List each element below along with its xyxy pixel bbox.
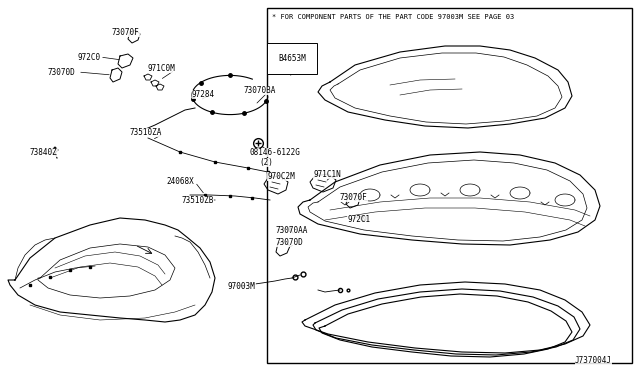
Text: 972C0: 972C0 xyxy=(78,53,101,62)
Text: 971C0M: 971C0M xyxy=(148,64,176,73)
Text: 73070F: 73070F xyxy=(112,28,140,37)
Text: B4653M: B4653M xyxy=(278,54,306,63)
Text: 73070D: 73070D xyxy=(275,238,303,247)
Text: 972C1: 972C1 xyxy=(347,215,370,224)
Text: 73070D: 73070D xyxy=(48,68,76,77)
Text: J737004J: J737004J xyxy=(575,356,612,365)
Text: 73070BA: 73070BA xyxy=(243,86,275,95)
Text: 97003M: 97003M xyxy=(228,282,256,291)
Text: (2): (2) xyxy=(259,158,273,167)
Text: * FOR COMPONENT PARTS OF THE PART CODE 97003M SEE PAGE 03: * FOR COMPONENT PARTS OF THE PART CODE 9… xyxy=(272,14,515,20)
Text: 24068X: 24068X xyxy=(166,177,194,186)
Text: 73510ZB: 73510ZB xyxy=(182,196,214,205)
Text: 73510ZA: 73510ZA xyxy=(130,128,163,137)
Text: 97284: 97284 xyxy=(192,90,215,99)
Text: 73070AA: 73070AA xyxy=(275,226,307,235)
Text: 73840Z: 73840Z xyxy=(30,148,58,157)
Text: 73070F: 73070F xyxy=(340,193,368,202)
Bar xyxy=(267,8,632,363)
Text: 970C2M: 970C2M xyxy=(267,172,295,181)
Text: 08146-6122G: 08146-6122G xyxy=(250,148,301,157)
Text: 971C1N: 971C1N xyxy=(313,170,340,179)
